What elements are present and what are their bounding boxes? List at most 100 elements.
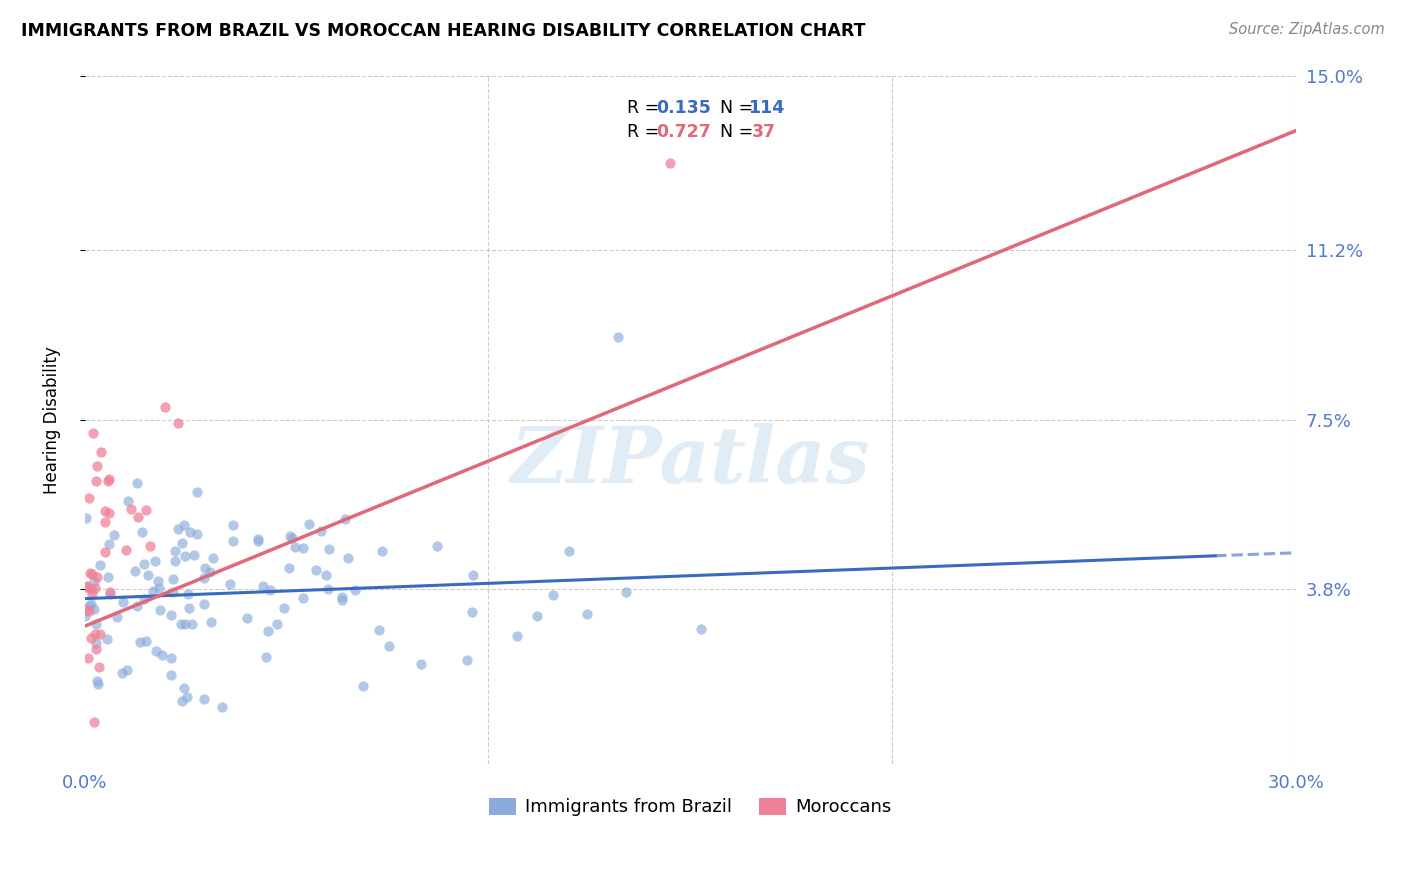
Point bbox=[75, 580, 97, 594]
Point bbox=[236, 610, 259, 624]
Point bbox=[83, 715, 105, 730]
Point bbox=[120, 502, 142, 516]
Text: N =: N = bbox=[709, 123, 758, 141]
Y-axis label: Hearing Disability: Hearing Disability bbox=[44, 346, 60, 493]
Point bbox=[186, 526, 208, 541]
Point bbox=[79, 582, 101, 597]
Point bbox=[614, 585, 637, 599]
Point bbox=[690, 622, 713, 636]
Point bbox=[259, 583, 281, 598]
Point bbox=[202, 550, 225, 565]
Point bbox=[193, 571, 215, 585]
Point bbox=[426, 539, 449, 553]
Text: ZIPatlas: ZIPatlas bbox=[510, 423, 870, 500]
Point bbox=[330, 593, 353, 607]
Point bbox=[82, 566, 104, 581]
Point bbox=[200, 615, 222, 629]
Point bbox=[83, 602, 105, 616]
Point bbox=[148, 581, 170, 595]
Point bbox=[558, 544, 581, 558]
Point bbox=[136, 567, 159, 582]
Point bbox=[179, 525, 201, 540]
Point bbox=[304, 563, 326, 577]
Text: R =: R = bbox=[627, 99, 665, 117]
Point bbox=[461, 567, 484, 582]
Point bbox=[90, 444, 112, 458]
Point bbox=[173, 681, 195, 695]
Text: Source: ZipAtlas.com: Source: ZipAtlas.com bbox=[1229, 22, 1385, 37]
Point bbox=[316, 582, 339, 597]
Point bbox=[79, 566, 101, 581]
Point bbox=[176, 690, 198, 705]
Point bbox=[292, 591, 315, 606]
Text: R =: R = bbox=[627, 123, 665, 141]
Point bbox=[336, 550, 359, 565]
Point bbox=[506, 629, 529, 643]
Point bbox=[218, 577, 240, 591]
Point bbox=[77, 650, 100, 665]
Point bbox=[198, 565, 221, 579]
Point bbox=[94, 515, 117, 529]
Point bbox=[257, 624, 280, 638]
Point bbox=[80, 587, 103, 601]
Point bbox=[174, 616, 197, 631]
Point bbox=[97, 472, 120, 486]
Point bbox=[117, 494, 139, 508]
Point bbox=[135, 634, 157, 648]
Text: 114: 114 bbox=[748, 99, 785, 117]
Point bbox=[94, 544, 117, 558]
Point bbox=[125, 476, 148, 491]
Point bbox=[172, 693, 194, 707]
Point bbox=[84, 636, 107, 650]
Point bbox=[84, 626, 107, 640]
Point bbox=[98, 506, 121, 520]
Point bbox=[659, 155, 682, 169]
Point bbox=[114, 542, 136, 557]
Point bbox=[246, 534, 269, 549]
Point bbox=[318, 541, 340, 556]
Point bbox=[211, 700, 233, 714]
Point bbox=[135, 503, 157, 517]
Point bbox=[352, 679, 374, 693]
Point bbox=[576, 607, 599, 621]
Point bbox=[273, 601, 295, 615]
Point bbox=[194, 561, 217, 575]
Point bbox=[83, 574, 105, 589]
Point bbox=[89, 558, 111, 573]
Point bbox=[77, 491, 100, 505]
Point bbox=[174, 549, 197, 563]
Point bbox=[344, 583, 367, 598]
Point bbox=[86, 569, 108, 583]
Text: 0.727: 0.727 bbox=[657, 123, 711, 141]
Point bbox=[163, 554, 186, 568]
Point bbox=[82, 426, 104, 441]
Point bbox=[143, 554, 166, 568]
Point bbox=[86, 474, 108, 488]
Point bbox=[94, 504, 117, 518]
Point bbox=[86, 617, 108, 632]
Text: IMMIGRANTS FROM BRAZIL VS MOROCCAN HEARING DISABILITY CORRELATION CHART: IMMIGRANTS FROM BRAZIL VS MOROCCAN HEARI… bbox=[21, 22, 866, 40]
Point bbox=[75, 511, 97, 525]
Point bbox=[134, 557, 156, 571]
Point bbox=[222, 533, 245, 548]
Point bbox=[186, 485, 208, 500]
Point bbox=[160, 607, 183, 622]
Point bbox=[124, 564, 146, 578]
Point bbox=[159, 668, 181, 682]
Point bbox=[84, 642, 107, 657]
Point bbox=[193, 597, 215, 611]
Point bbox=[378, 639, 401, 653]
Point bbox=[291, 541, 314, 555]
Point bbox=[606, 330, 628, 344]
Point bbox=[125, 599, 148, 613]
Point bbox=[277, 560, 299, 574]
Point bbox=[73, 609, 96, 624]
Point bbox=[221, 518, 243, 533]
Point bbox=[173, 518, 195, 533]
Point bbox=[155, 400, 177, 414]
Point bbox=[247, 532, 270, 546]
Point bbox=[127, 510, 149, 524]
Point bbox=[284, 540, 307, 554]
Point bbox=[170, 535, 193, 549]
Point bbox=[145, 644, 167, 658]
